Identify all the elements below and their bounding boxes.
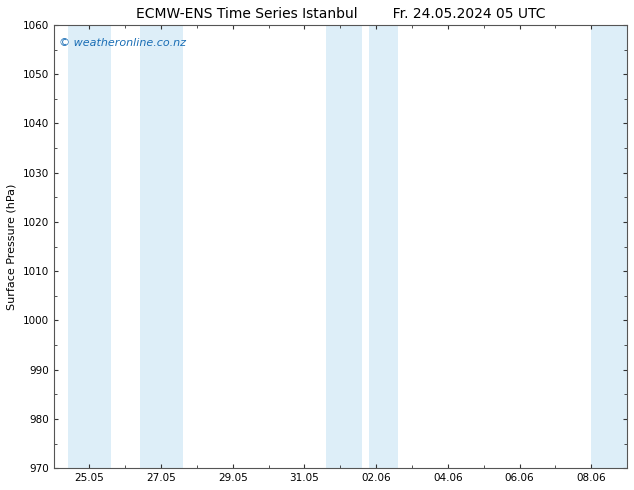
Bar xyxy=(68,25,111,468)
Y-axis label: Surface Pressure (hPa): Surface Pressure (hPa) xyxy=(7,183,17,310)
Bar xyxy=(326,25,362,468)
Bar xyxy=(139,25,183,468)
Bar xyxy=(592,25,627,468)
Title: ECMW-ENS Time Series Istanbul        Fr. 24.05.2024 05 UTC: ECMW-ENS Time Series Istanbul Fr. 24.05.… xyxy=(136,7,545,21)
Text: © weatheronline.co.nz: © weatheronline.co.nz xyxy=(60,38,186,48)
Bar xyxy=(369,25,398,468)
